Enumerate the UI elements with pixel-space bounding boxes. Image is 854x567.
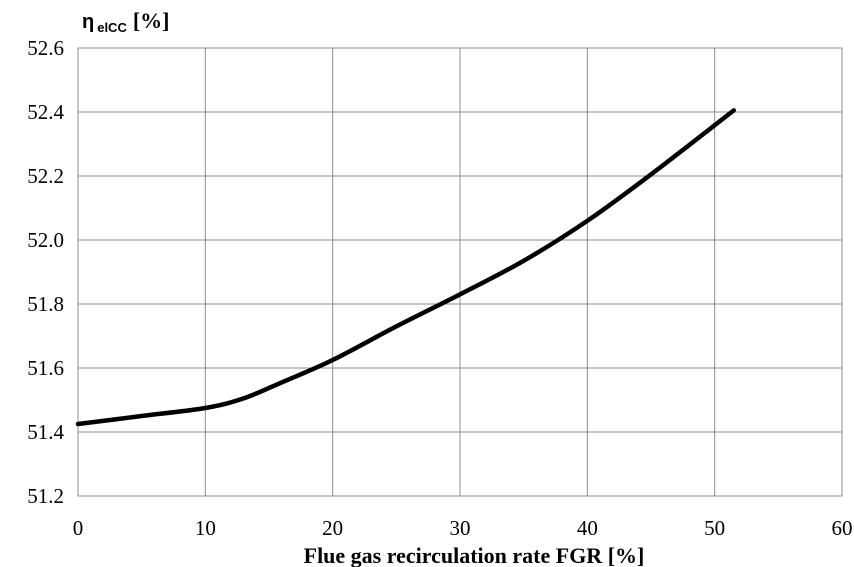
- x-axis-ticks: 0 10 20 30 40 50 60: [73, 516, 853, 540]
- y-tick-label: 51.6: [27, 356, 64, 380]
- x-tick-label: 20: [322, 516, 343, 540]
- x-axis-title: Flue gas recirculation rate FGR [%]: [304, 543, 645, 567]
- y-tick-label: 52.4: [27, 100, 64, 124]
- x-tick-label: 0: [73, 516, 84, 540]
- y-tick-label: 51.4: [27, 420, 64, 444]
- y-axis-symbol: η: [82, 11, 94, 33]
- efficiency-series-line: [78, 110, 734, 424]
- series-layer: [78, 110, 734, 424]
- y-tick-label: 51.8: [27, 292, 64, 316]
- x-tick-label: 30: [450, 516, 471, 540]
- x-tick-label: 10: [195, 516, 216, 540]
- x-tick-label: 60: [832, 516, 853, 540]
- y-tick-label: 52.0: [27, 228, 64, 252]
- y-axis-title: η elCC [%]: [82, 8, 170, 35]
- y-axis-subscript: elCC: [97, 20, 127, 35]
- x-tick-label: 50: [704, 516, 725, 540]
- y-tick-label: 51.2: [27, 484, 64, 508]
- y-tick-label: 52.2: [27, 164, 64, 188]
- x-tick-label: 40: [577, 516, 598, 540]
- y-tick-label: 52.6: [27, 36, 64, 60]
- y-axis-ticks: 51.2 51.4 51.6 51.8 52.0 52.2 52.4 52.6: [27, 36, 64, 508]
- y-axis-unit: [%]: [133, 8, 170, 33]
